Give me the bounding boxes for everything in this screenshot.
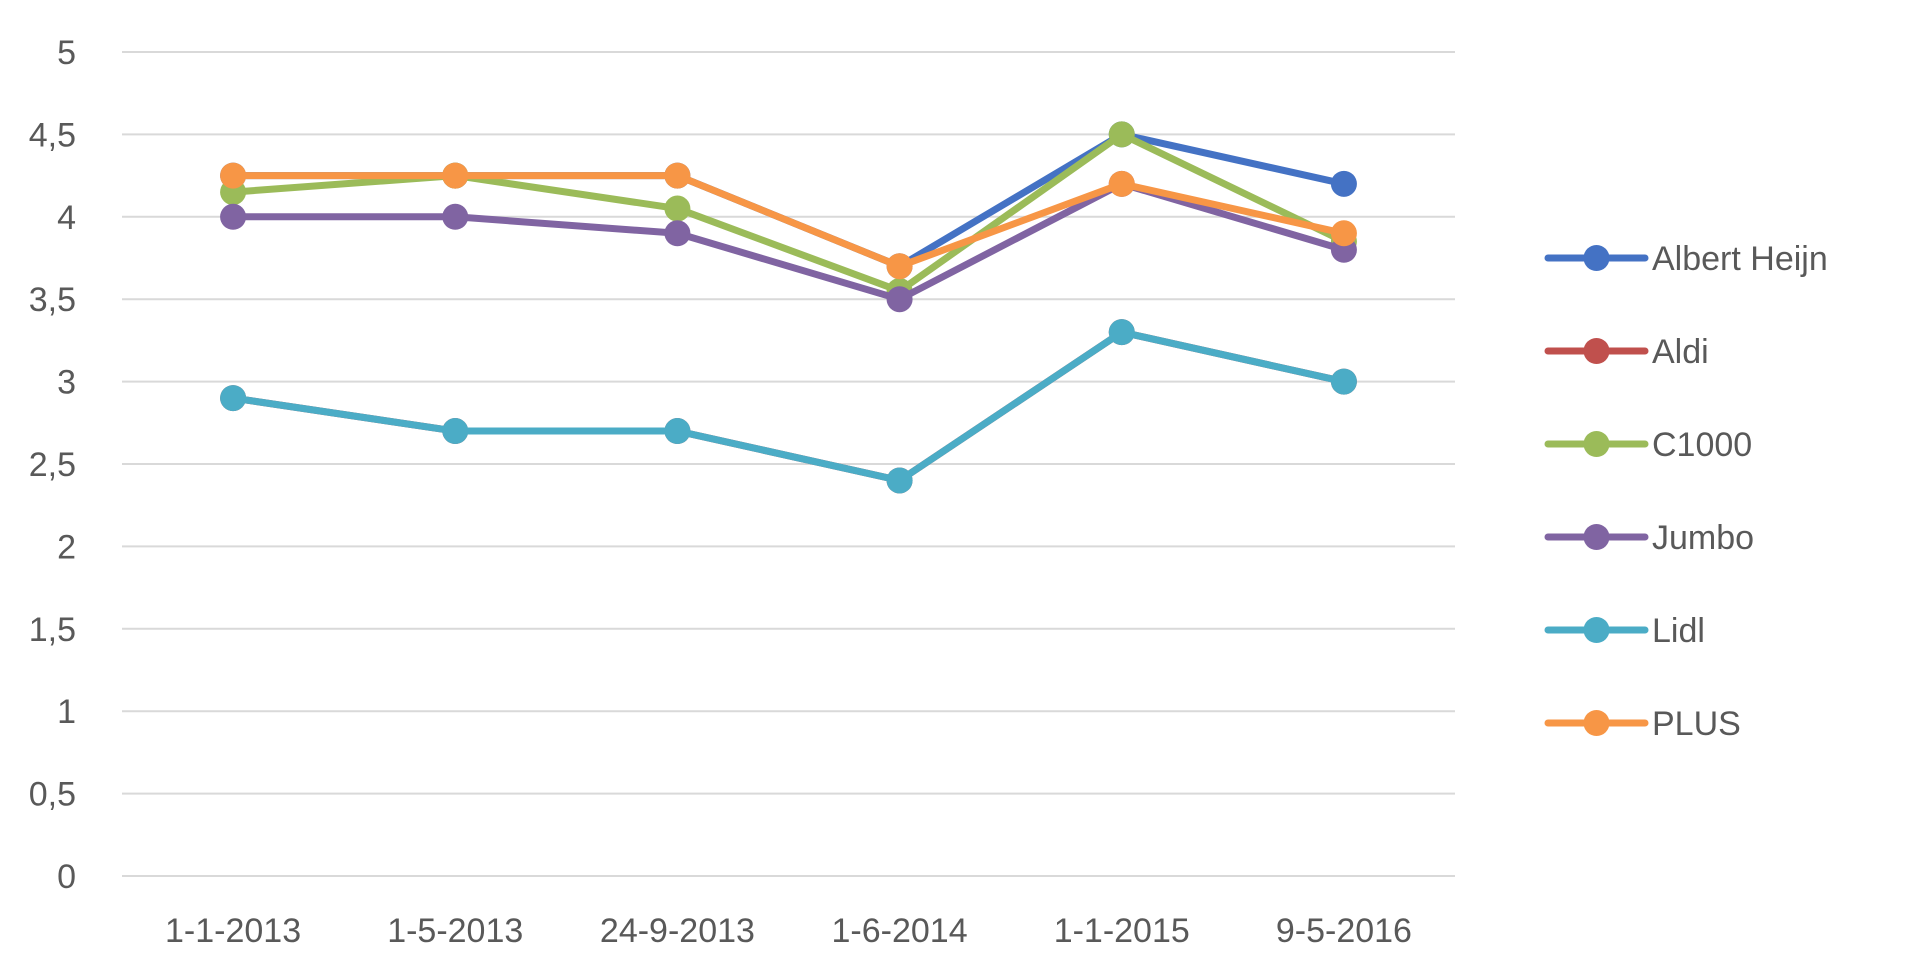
y-tick-label: 5 <box>57 34 76 72</box>
y-tick-label: 0,5 <box>29 776 76 814</box>
data-point <box>1108 319 1135 346</box>
legend-marker <box>1583 338 1610 364</box>
data-point <box>886 253 913 280</box>
y-tick-label: 3 <box>57 364 76 402</box>
data-point <box>1330 368 1357 395</box>
x-tick-label: 1-1-2013 <box>165 912 301 950</box>
data-point <box>664 162 691 189</box>
series-jumbo <box>220 170 1357 313</box>
data-point <box>1330 170 1357 197</box>
legend-item: Lidl <box>1544 612 1705 650</box>
data-point <box>220 385 247 412</box>
series-plus <box>220 162 1357 280</box>
legend-label: C1000 <box>1652 426 1752 464</box>
legend-marker <box>1583 710 1610 736</box>
series-line <box>229 328 1348 484</box>
legend-label: Jumbo <box>1652 519 1754 557</box>
legend-marker <box>1583 524 1610 550</box>
series-line <box>229 180 1348 303</box>
y-tick-label: 2 <box>57 528 76 566</box>
x-axis-tick-labels: 1-1-2013 1-5-2013 24-9-2013 1-6-2014 1-1-201… <box>165 912 1412 950</box>
legend-item: C1000 <box>1544 426 1752 464</box>
data-point <box>1108 121 1135 148</box>
data-point <box>886 467 913 494</box>
x-tick-label: 1-5-2013 <box>387 912 523 950</box>
legend-marker <box>1583 245 1610 271</box>
x-tick-label: 1-6-2014 <box>832 912 968 950</box>
data-point <box>442 418 469 445</box>
data-point <box>664 220 691 247</box>
x-tick-label: 9-5-2016 <box>1276 912 1412 950</box>
x-tick-label: 1-1-2015 <box>1054 912 1190 950</box>
legend-label: Albert Heijn <box>1652 240 1828 278</box>
data-point <box>442 203 469 230</box>
y-tick-label: 4,5 <box>29 116 76 154</box>
y-tick-label: 4 <box>57 199 76 237</box>
legend-marker <box>1583 617 1610 643</box>
y-tick-label: 0 <box>57 858 76 896</box>
data-point <box>664 418 691 445</box>
legend-label: Lidl <box>1652 612 1705 650</box>
legend-item: PLUS <box>1544 705 1741 743</box>
data-point <box>220 162 247 189</box>
x-tick-label: 24-9-2013 <box>600 912 755 950</box>
data-point <box>664 195 691 222</box>
data-point <box>1108 170 1135 197</box>
data-point <box>1330 220 1357 247</box>
legend-item: Albert Heijn <box>1544 240 1828 278</box>
y-tick-label: 1 <box>57 693 76 731</box>
data-point <box>220 203 247 230</box>
gridlines <box>122 51 1455 877</box>
series-lines <box>220 121 1357 494</box>
legend: Albert Heijn Aldi C1000 Jumbo Lidl PLUS <box>1544 240 1828 743</box>
data-point <box>886 286 913 313</box>
legend-label: PLUS <box>1652 705 1741 743</box>
series-line <box>229 172 1348 270</box>
legend-marker <box>1583 431 1610 457</box>
series-lidl <box>220 319 1357 494</box>
legend-item: Aldi <box>1544 333 1709 371</box>
y-tick-label: 2,5 <box>29 446 76 484</box>
legend-item: Jumbo <box>1544 519 1754 557</box>
y-axis-tick-labels: 0 0,5 1 1,5 2 2,5 3 3,5 4 4,5 5 <box>29 34 76 896</box>
y-tick-label: 3,5 <box>29 281 76 319</box>
legend-label: Aldi <box>1652 333 1709 371</box>
y-tick-label: 1,5 <box>29 611 76 649</box>
data-point <box>442 162 469 189</box>
